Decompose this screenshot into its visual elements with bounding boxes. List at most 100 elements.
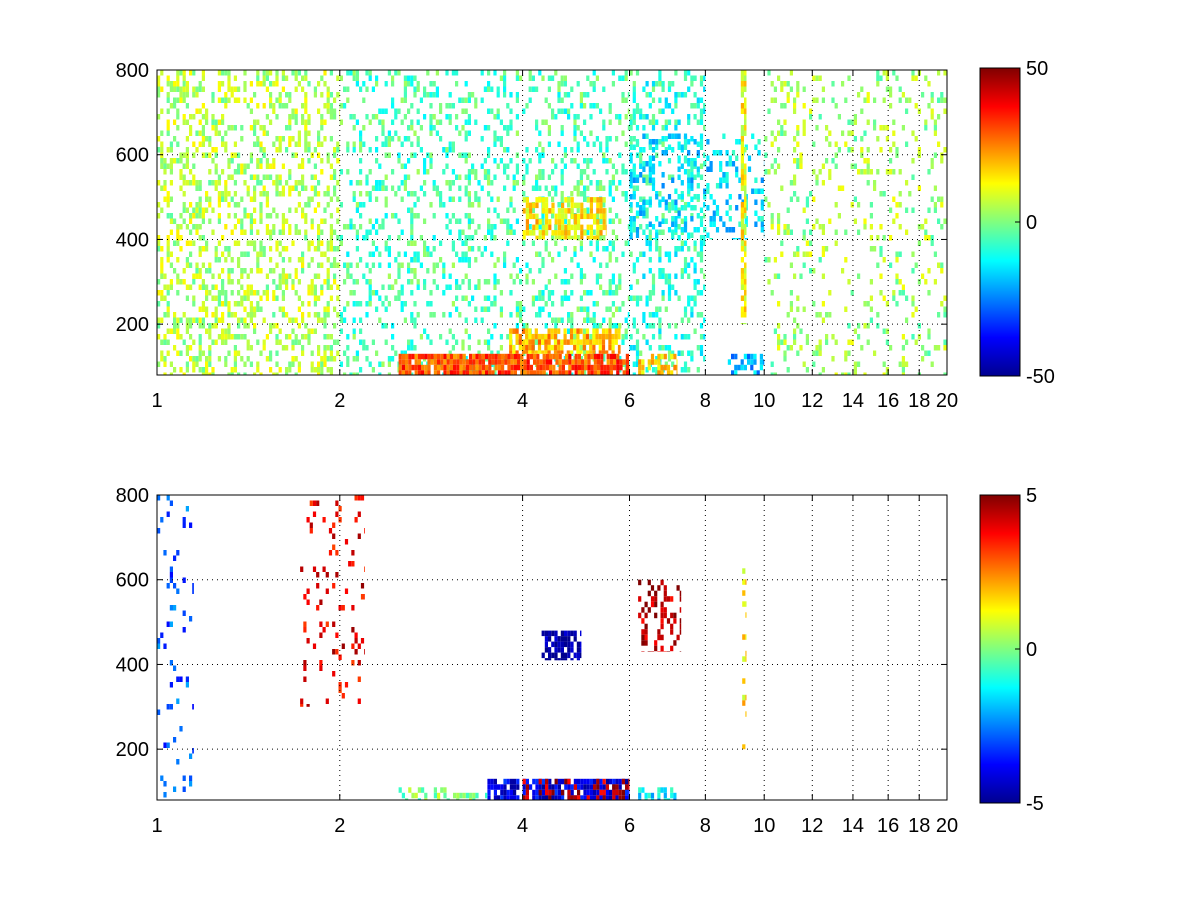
heatmap-cell xyxy=(544,372,548,375)
heatmap-cell xyxy=(940,202,944,208)
heatmap-cell xyxy=(192,70,196,76)
heatmap-cell xyxy=(547,350,551,354)
heatmap-cell xyxy=(760,221,764,227)
heatmap-cell xyxy=(432,262,436,268)
heatmap-cell xyxy=(291,284,295,290)
heatmap-cell xyxy=(690,312,694,318)
heatmap-cell xyxy=(205,306,209,312)
heatmap-cell xyxy=(179,158,183,164)
heatmap-cell xyxy=(499,158,503,164)
heatmap-cell xyxy=(580,230,584,236)
heatmap-cell xyxy=(538,268,542,274)
heatmap-cell xyxy=(554,213,558,220)
heatmap-cell xyxy=(537,339,542,345)
heatmap-cell xyxy=(240,229,244,235)
heatmap-cell xyxy=(205,284,209,290)
heatmap-cell xyxy=(614,328,618,334)
heatmap-cell xyxy=(535,235,539,240)
heatmap-cell xyxy=(192,748,194,754)
heatmap-cell xyxy=(601,339,606,345)
heatmap-cell xyxy=(310,361,314,367)
heatmap-cell xyxy=(435,284,439,290)
heatmap-cell xyxy=(503,81,507,87)
heatmap-cell xyxy=(799,163,803,169)
heatmap-cell xyxy=(577,795,581,800)
heatmap-cell xyxy=(677,144,681,150)
heatmap-cell xyxy=(494,359,498,365)
heatmap-cell xyxy=(185,262,189,268)
heatmap-cell xyxy=(246,213,250,219)
heatmap-cell xyxy=(538,784,542,790)
heatmap-cell xyxy=(224,70,228,76)
heatmap-cell xyxy=(507,353,511,360)
heatmap-cell xyxy=(256,81,260,87)
heatmap-cell xyxy=(676,359,678,365)
heatmap-cell xyxy=(458,152,462,158)
heatmap-cell xyxy=(413,317,417,323)
heatmap-cell xyxy=(432,235,436,241)
heatmap-cell xyxy=(326,158,330,164)
heatmap-cell xyxy=(860,345,864,351)
heatmap-cell xyxy=(933,345,937,351)
heatmap-cell xyxy=(440,353,444,360)
heatmap-cell xyxy=(673,640,677,646)
heatmap-cell xyxy=(885,136,889,142)
heatmap-cell xyxy=(189,356,193,362)
heatmap-cell xyxy=(221,141,225,147)
heatmap-cell xyxy=(554,219,558,225)
heatmap-cell xyxy=(387,246,391,252)
heatmap-cell xyxy=(419,235,423,241)
heatmap-cell xyxy=(863,372,867,375)
heatmap-cell xyxy=(224,97,228,103)
heatmap-cell xyxy=(866,119,870,125)
heatmap-cell xyxy=(793,147,797,153)
heatmap-cell xyxy=(583,350,587,356)
heatmap-cell xyxy=(744,86,747,92)
heatmap-cell xyxy=(451,103,455,109)
heatmap-cell xyxy=(297,306,301,312)
heatmap-cell xyxy=(214,306,218,312)
heatmap-cell xyxy=(635,185,640,191)
heatmap-cell xyxy=(693,284,697,290)
heatmap-cell xyxy=(265,273,269,279)
heatmap-cell xyxy=(911,251,915,257)
heatmap-cell xyxy=(493,235,497,241)
heatmap-cell xyxy=(534,350,538,354)
heatmap-cell xyxy=(905,229,909,235)
heatmap-cell xyxy=(754,199,758,205)
heatmap-cell xyxy=(596,784,600,790)
heatmap-cell xyxy=(608,119,612,125)
heatmap-cell xyxy=(676,364,678,371)
heatmap-cell xyxy=(621,339,625,345)
heatmap-cell xyxy=(407,339,411,345)
heatmap-cell xyxy=(605,136,609,142)
heatmap-cell xyxy=(834,141,838,147)
heatmap-cell xyxy=(744,70,747,76)
heatmap-cell xyxy=(703,334,706,340)
heatmap-cell xyxy=(359,86,363,92)
heatmap-cell xyxy=(554,323,558,329)
heatmap-cell xyxy=(850,163,854,169)
heatmap-cell xyxy=(608,136,612,142)
heatmap-cell xyxy=(201,317,205,323)
heatmap-cell xyxy=(173,605,177,611)
heatmap-cell xyxy=(596,789,600,796)
heatmap-cell xyxy=(259,147,263,153)
heatmap-cell xyxy=(844,229,848,235)
heatmap-cell xyxy=(687,246,691,252)
heatmap-cell xyxy=(673,618,677,624)
heatmap-cell xyxy=(448,147,452,153)
heatmap-cell xyxy=(265,196,269,202)
heatmap-cell xyxy=(554,317,558,323)
heatmap-cell xyxy=(914,339,918,345)
heatmap-cell xyxy=(160,158,164,164)
heatmap-cell xyxy=(378,224,382,230)
heatmap-cell xyxy=(645,92,649,98)
heatmap-cell xyxy=(567,784,571,790)
heatmap-cell xyxy=(796,86,800,92)
heatmap-cell xyxy=(316,583,320,589)
heatmap-cell xyxy=(815,312,819,318)
heatmap-cell xyxy=(615,235,619,241)
heatmap-cell xyxy=(309,528,313,534)
heatmap-cell xyxy=(227,174,231,180)
